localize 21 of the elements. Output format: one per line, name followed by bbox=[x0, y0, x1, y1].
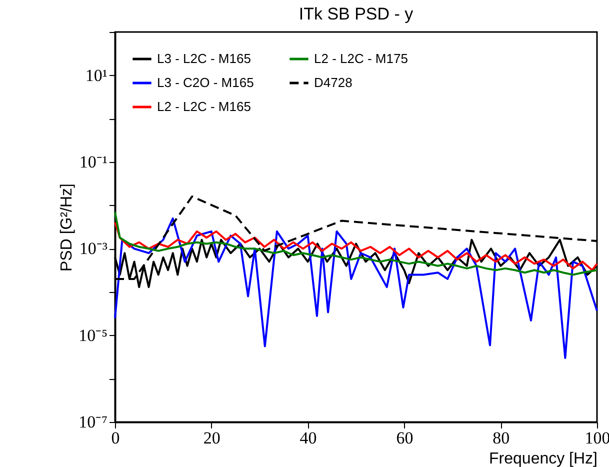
chart-title: ITk SB PSD - y bbox=[298, 4, 414, 24]
y-tick-label: 10⁻⁵ bbox=[78, 326, 108, 345]
y-axis-title: PSD [G²/Hz] bbox=[58, 183, 76, 272]
x-tick-label: 0 bbox=[111, 428, 120, 448]
x-axis-title: Frequency [Hz] bbox=[489, 450, 598, 467]
x-tick-label: 40 bbox=[300, 428, 317, 448]
x-tick-label: 60 bbox=[396, 428, 414, 448]
y-tick-label: 10⁻⁷ bbox=[78, 412, 108, 432]
legend-label: D4728 bbox=[314, 75, 352, 90]
legend-label: L3 - L2C - M165 bbox=[157, 51, 251, 66]
legend-label: L3 - C2O - M165 bbox=[157, 75, 254, 90]
x-tick-label: 80 bbox=[492, 428, 510, 448]
y-tick-label: 10⁻¹ bbox=[79, 152, 108, 172]
line-series bbox=[114, 211, 598, 276]
y-tick-label: 10⁻³ bbox=[79, 239, 108, 258]
legend-label: L2 - L2C - M175 bbox=[314, 51, 408, 66]
legend-label: L2 - L2C - M165 bbox=[157, 99, 251, 114]
line-series bbox=[114, 217, 598, 359]
line-series bbox=[114, 222, 598, 272]
y-tick-label: 10¹ bbox=[85, 66, 108, 85]
x-tick-label: 20 bbox=[203, 428, 220, 448]
